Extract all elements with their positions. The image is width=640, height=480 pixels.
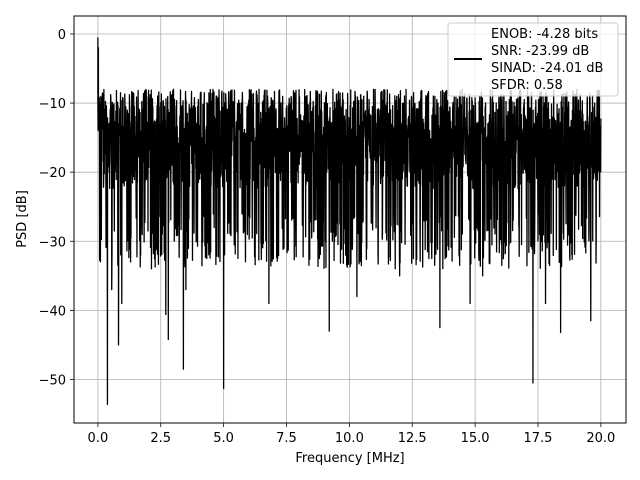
x-tick-label: 0.0 (88, 431, 109, 446)
x-tick-label: 2.5 (150, 431, 171, 446)
y-tick-label: −30 (39, 235, 66, 250)
legend: ENOB: -4.28 bits SNR: -23.99 dB SINAD: -… (447, 22, 619, 97)
legend-entry-sinad: SINAD: -24.01 dB (491, 61, 603, 76)
y-tick-label: −50 (39, 373, 66, 388)
x-tick-label: 17.5 (524, 431, 553, 446)
y-tick-label: −40 (39, 304, 66, 319)
legend-entry-enob: ENOB: -4.28 bits (491, 27, 598, 42)
plot-frame (73, 15, 627, 424)
psd-line-path (97, 37, 602, 405)
y-tick-label: −20 (39, 166, 66, 181)
y-axis-ticks: 0 −10 −20 −30 −40 −50 (39, 28, 74, 388)
y-tick-label: 0 (58, 28, 66, 43)
x-tick-label: 5.0 (213, 431, 234, 446)
x-axis-ticks: 0.0 2.5 5.0 7.5 10.0 12.5 15.0 17.5 20.0 (88, 423, 615, 446)
legend-entry-sfdr: SFDR: 0.58 (491, 78, 563, 93)
x-tick-label: 15.0 (461, 431, 490, 446)
y-axis-label: PSD [dB] (15, 190, 30, 248)
legend-entry-snr: SNR: -23.99 dB (491, 44, 589, 59)
legend-box (447, 22, 619, 97)
y-tick-label: −10 (39, 97, 66, 112)
x-tick-label: 12.5 (398, 431, 427, 446)
psd-series-line (97, 37, 602, 405)
x-axis-label: Frequency [MHz] (295, 451, 404, 466)
x-tick-label: 20.0 (586, 431, 615, 446)
x-tick-label: 10.0 (335, 431, 364, 446)
x-tick-label: 7.5 (276, 431, 297, 446)
